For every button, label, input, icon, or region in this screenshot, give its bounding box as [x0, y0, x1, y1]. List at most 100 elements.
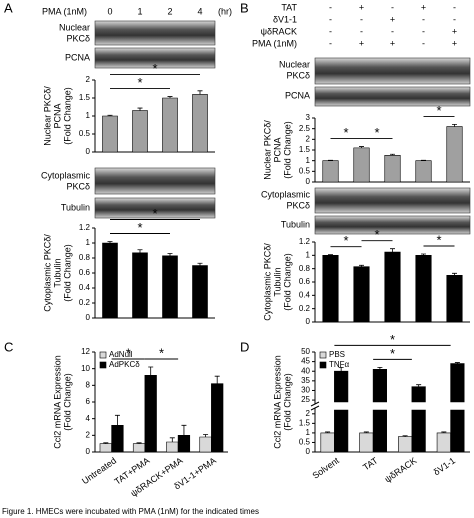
blot-label: PKCδ — [66, 33, 90, 43]
bar — [446, 275, 463, 323]
condition-sign: - — [391, 26, 394, 36]
blot — [94, 20, 216, 46]
legend-label: AdPKCδ — [109, 360, 140, 369]
error-bar — [137, 107, 143, 111]
error-bar — [167, 253, 173, 256]
condition-sign: + — [452, 38, 457, 48]
bar — [322, 160, 339, 183]
y-tick-label: 2 — [306, 409, 311, 418]
significance-label: * — [390, 346, 395, 361]
significance-label: * — [343, 125, 348, 140]
bar — [132, 252, 148, 319]
y-axis-label: Tubulin — [272, 267, 282, 296]
significance-label: * — [126, 345, 131, 360]
significance-label: * — [374, 227, 379, 242]
significance-label: * — [159, 345, 164, 360]
y-tick-label: 2.5 — [299, 124, 311, 133]
y-axis-label: Tubulin — [52, 258, 62, 287]
blot-label: Nuclear — [59, 22, 90, 32]
y-tick-label: 1 — [306, 428, 311, 437]
error-bar — [377, 366, 383, 370]
bar — [102, 115, 118, 153]
y-tick-label: 40 — [301, 366, 310, 375]
y-axis-label: PCNA — [52, 103, 62, 128]
x-unit: (hr) — [218, 6, 232, 16]
x-tick-label: 1 — [137, 6, 142, 16]
panel-label: C — [4, 339, 13, 354]
bar — [353, 266, 370, 323]
y-axis-label: Cytoplasmic PKCδ/ — [262, 243, 272, 321]
error-bar — [136, 442, 142, 444]
error-bar — [107, 241, 113, 243]
x-tick-label: 0 — [107, 6, 112, 16]
condition-sign: - — [360, 14, 363, 24]
condition-sign: - — [329, 38, 332, 48]
blot-label: PCNA — [65, 52, 90, 62]
y-tick-label: 1.5 — [79, 93, 91, 102]
condition-name: TAT — [281, 2, 297, 12]
y-tick-label: 0 — [86, 147, 91, 156]
axis-break — [310, 405, 320, 411]
condition-sign: + — [359, 2, 364, 12]
bar — [199, 436, 212, 453]
y-tick-label: 1.2 — [299, 237, 311, 246]
y-axis-label: Nuclear PKCδ/ — [262, 120, 272, 180]
blot-label: Cytoplasmic — [261, 189, 311, 199]
condition-sign: - — [422, 14, 425, 24]
error-bar — [169, 437, 175, 442]
x-header-label: PMA (1nM) — [42, 6, 87, 16]
y-tick-label: 0.6 — [79, 268, 91, 277]
legend-swatch — [319, 361, 327, 369]
bar — [192, 265, 208, 319]
y-tick-label: 0.5 — [299, 166, 311, 175]
bar — [398, 436, 413, 453]
panel-label: B — [240, 0, 249, 15]
significance-label: * — [374, 125, 379, 140]
bar — [132, 110, 148, 153]
y-tick-label: 25 — [301, 395, 310, 404]
condition-sign: + — [359, 38, 364, 48]
bar — [415, 160, 432, 183]
significance-label: * — [152, 206, 157, 221]
y-tick-label: 0 — [306, 317, 311, 326]
y-tick-label: 0.2 — [79, 298, 91, 307]
bar — [320, 432, 335, 453]
significance-label: * — [137, 220, 142, 235]
x-tick-label: 4 — [197, 6, 202, 16]
y-tick-label: 3 — [306, 113, 311, 122]
error-bar — [103, 442, 109, 444]
y-tick-label: 0.4 — [79, 283, 91, 292]
blot-label: Nuclear — [279, 59, 310, 69]
significance-label: * — [390, 332, 395, 347]
bar — [192, 94, 208, 153]
condition-name: δV1-1 — [273, 14, 297, 24]
condition-sign: + — [390, 14, 395, 24]
y-tick-label: 1.5 — [299, 418, 311, 427]
legend-label: AdNull — [109, 350, 133, 359]
blot-label: PKCδ — [286, 200, 310, 210]
bar — [211, 383, 224, 453]
y-tick-label: 0.6 — [299, 277, 311, 286]
y-tick-label: 0 — [86, 447, 91, 456]
significance-label: * — [152, 61, 157, 76]
condition-sign: - — [329, 2, 332, 12]
error-bar — [214, 375, 220, 384]
error-bar — [107, 114, 113, 116]
x-tick-label: δV1-1 — [432, 455, 457, 477]
bar — [436, 432, 451, 453]
y-axis-label: PCNA — [272, 137, 282, 162]
blot — [314, 215, 471, 235]
bar — [372, 369, 387, 453]
bar — [384, 251, 401, 323]
y-axis-label: Ccl2 mRNA Expression — [272, 355, 282, 449]
y-tick-label: 1.2 — [79, 223, 91, 232]
bar — [166, 441, 179, 453]
blot-label: PKCδ — [286, 70, 310, 80]
error-bar — [203, 434, 209, 437]
y-tick-label: 1 — [306, 250, 311, 259]
error-bar — [441, 431, 447, 433]
significance-label: * — [436, 232, 441, 247]
y-axis-label: (Fold Change) — [282, 253, 292, 311]
condition-sign: + — [421, 2, 426, 12]
y-axis-label: Ccl2 mRNA Expression — [52, 355, 62, 449]
